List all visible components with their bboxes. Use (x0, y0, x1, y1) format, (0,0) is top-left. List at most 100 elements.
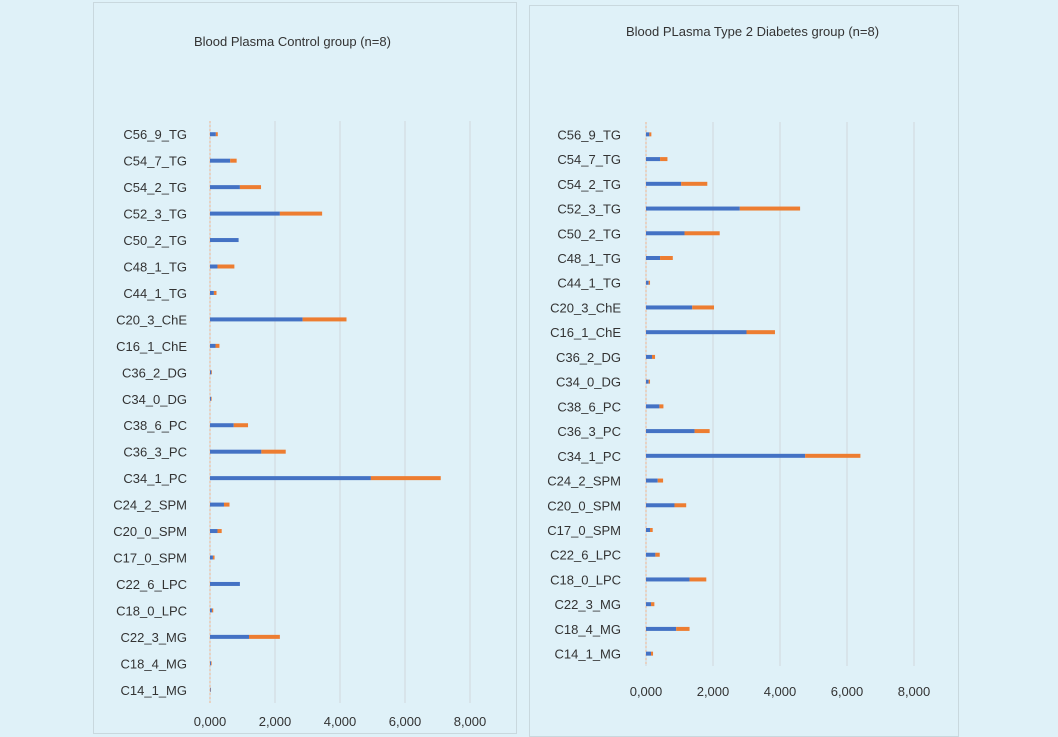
bar-series-b (747, 330, 775, 334)
category-label: C18_4_MG (555, 622, 621, 637)
diabetes-chart-panel: Blood PLasma Type 2 Diabetes group (n=8)… (529, 5, 959, 737)
category-label: C56_9_TG (123, 127, 187, 142)
bar-series-b (240, 185, 261, 189)
bar-series-b (740, 207, 800, 211)
bar-series-b (217, 529, 221, 533)
bar-series-b (681, 182, 707, 186)
diabetes-bar-chart: C56_9_TGC54_7_TGC54_2_TGC52_3_TGC50_2_TG… (530, 6, 958, 736)
category-label: C22_6_LPC (116, 577, 187, 592)
bar-series-a (646, 182, 681, 186)
bar-series-a (210, 529, 217, 533)
category-label: C20_3_ChE (116, 312, 187, 327)
category-label: C20_0_SPM (113, 524, 187, 539)
bar-series-a (210, 608, 212, 612)
bar-series-b (371, 476, 441, 480)
control-chart-panel: Blood Plasma Control group (n=8) C56_9_T… (93, 2, 517, 734)
bar-series-b (261, 450, 285, 454)
x-tick-label: 8,000 (898, 684, 931, 699)
bar-series-b (692, 305, 714, 309)
bar-series-a (646, 132, 649, 136)
category-label: C44_1_TG (557, 276, 621, 291)
bar-series-b (212, 608, 213, 612)
category-label: C34_1_PC (557, 449, 621, 464)
category-label: C54_7_TG (557, 152, 621, 167)
category-label: C20_3_ChE (550, 300, 621, 315)
bar-series-a (210, 212, 280, 216)
bar-series-a (210, 185, 240, 189)
bar-series-a (646, 157, 660, 161)
category-label: C50_2_TG (123, 233, 187, 248)
x-tick-label: 6,000 (831, 684, 864, 699)
x-tick-label: 2,000 (259, 714, 292, 729)
bar-series-b (651, 652, 653, 656)
bar-series-a (210, 661, 211, 665)
category-label: C38_6_PC (557, 399, 621, 414)
bar-series-a (646, 330, 747, 334)
bar-series-a (646, 528, 650, 532)
x-tick-label: 8,000 (454, 714, 487, 729)
x-tick-label: 0,000 (194, 714, 227, 729)
bar-series-a (210, 476, 371, 480)
bar-series-a (646, 454, 805, 458)
category-label: C56_9_TG (557, 127, 621, 142)
category-label: C14_1_MG (555, 647, 621, 662)
bar-series-b (659, 404, 663, 408)
category-label: C34_1_PC (123, 471, 187, 486)
bar-series-a (210, 159, 230, 163)
category-label: C34_0_DG (122, 392, 187, 407)
category-label: C24_2_SPM (547, 474, 621, 489)
bar-series-b (685, 231, 720, 235)
category-label: C22_3_MG (555, 597, 621, 612)
bar-series-a (646, 207, 740, 211)
bar-series-a (646, 305, 692, 309)
bar-series-a (646, 429, 695, 433)
bar-series-b (216, 132, 218, 136)
bar-series-b (695, 429, 710, 433)
bar-series-b (676, 627, 689, 631)
category-label: C18_4_MG (121, 656, 187, 671)
bar-series-b (216, 344, 220, 348)
category-label: C34_0_DG (556, 375, 621, 390)
category-label: C17_0_SPM (547, 523, 621, 538)
category-label: C48_1_TG (557, 251, 621, 266)
bar-series-a (210, 450, 261, 454)
category-label: C52_3_TG (123, 207, 187, 222)
bar-series-a (210, 582, 240, 586)
bar-series-b (214, 291, 217, 295)
category-label: C24_2_SPM (113, 498, 187, 513)
bar-series-a (646, 627, 676, 631)
bar-series-b (249, 635, 280, 639)
bar-series-b (230, 159, 237, 163)
bar-series-b (805, 454, 860, 458)
bar-series-a (210, 423, 234, 427)
category-label: C48_1_TG (123, 260, 187, 275)
control-bar-chart: C56_9_TGC54_7_TGC54_2_TGC52_3_TGC50_2_TG… (94, 3, 516, 733)
category-label: C17_0_SPM (113, 551, 187, 566)
category-label: C22_6_LPC (550, 548, 621, 563)
bar-series-a (210, 291, 214, 295)
bar-series-a (646, 577, 690, 581)
category-label: C36_2_DG (556, 350, 621, 365)
category-label: C36_3_PC (557, 424, 621, 439)
bar-series-b (224, 503, 230, 507)
category-label: C14_1_MG (121, 683, 187, 698)
bar-series-a (210, 265, 217, 269)
bar-series-b (280, 212, 322, 216)
category-label: C16_1_ChE (550, 325, 621, 340)
category-label: C38_6_PC (123, 418, 187, 433)
bar-series-b (211, 661, 212, 665)
bar-series-a (210, 344, 216, 348)
bar-series-a (210, 556, 213, 560)
bar-series-b (650, 528, 653, 532)
bar-series-b (211, 370, 212, 374)
bar-series-b (660, 256, 673, 260)
x-tick-label: 4,000 (324, 714, 357, 729)
bar-series-a (646, 479, 658, 483)
bar-series-a (646, 355, 652, 359)
category-label: C18_0_LPC (116, 603, 187, 618)
bar-series-a (646, 602, 651, 606)
category-label: C20_0_SPM (547, 498, 621, 513)
bar-series-a (210, 317, 303, 321)
category-label: C52_3_TG (557, 202, 621, 217)
bar-series-b (303, 317, 347, 321)
